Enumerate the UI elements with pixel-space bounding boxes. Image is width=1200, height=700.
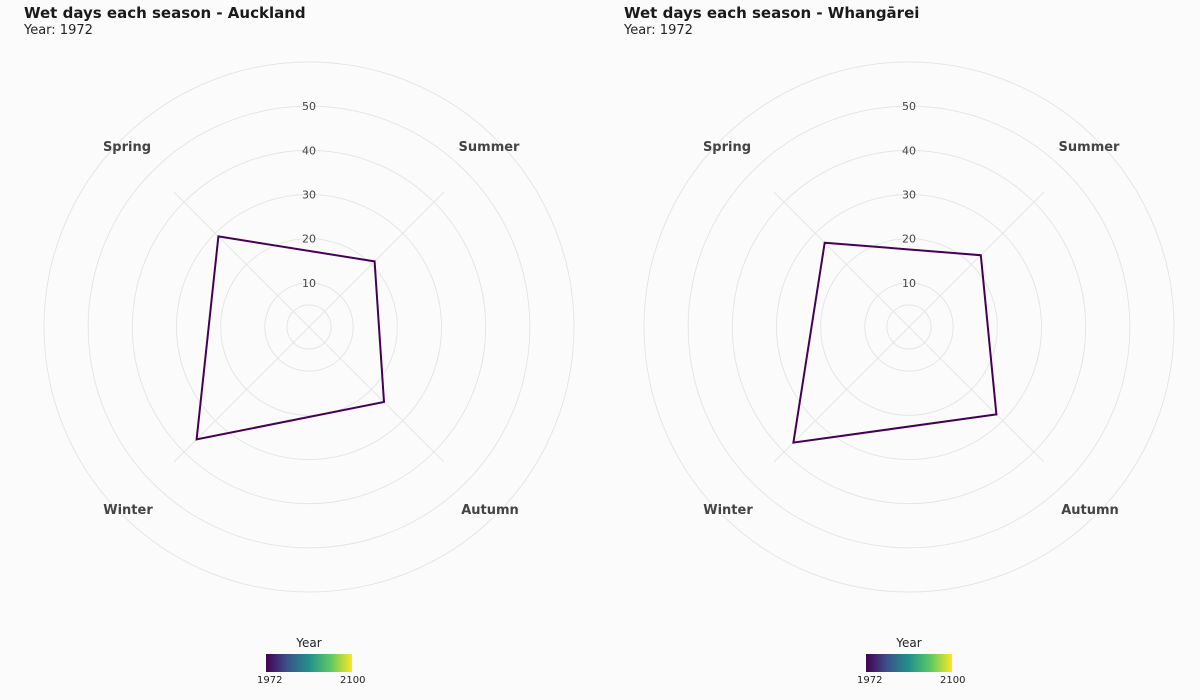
grid-ring [687,105,1131,549]
chart-title: Wet days each season - Auckland [24,4,306,22]
grid-spoke [173,191,310,328]
legend-min-label: 1972 [857,675,883,686]
season-label-summer: Summer [459,140,521,155]
grid-spoke [908,191,1045,328]
legend: Year 1972 2100 [849,636,969,689]
ring-tick-label: 40 [902,144,916,157]
grid-ring [776,194,1042,460]
grid-spoke [308,191,445,328]
legend-max-label: 2100 [340,675,366,686]
season-label-spring: Spring [703,140,751,155]
legend-min-label: 1972 [257,675,283,686]
legend-color-bar [866,654,952,672]
season-label-winter: Winter [703,503,753,518]
season-label-autumn: Autumn [461,503,519,518]
chart-subtitle: Year: 1972 [24,23,93,38]
legend-title: Year [296,636,322,650]
radar-chart: 10 20 30 40 50 Spring Summer Autumn Winter [643,61,1175,593]
legend-ticks: 1972 2100 [249,675,369,689]
season-label-summer: Summer [1059,140,1121,155]
ring-tick-label: 30 [302,189,316,202]
ring-tick-label: 10 [902,277,916,290]
chart-subtitle: Year: 1972 [624,23,693,38]
grid-ring [87,105,531,549]
grid-ring [131,149,487,505]
legend: Year 1972 2100 [249,636,369,689]
season-label-winter: Winter [103,503,153,518]
grid-ring [264,282,354,372]
chart-panel-whangarei: 10 20 30 40 50 Spring Summer Autumn Winter Wet d… [600,0,1200,700]
grid-ring [220,238,398,416]
grid-ring [176,194,442,460]
grid-ring [43,61,575,593]
grid-spoke [908,326,1045,463]
legend-color-bar [266,654,352,672]
ring-tick-label: 20 [302,233,316,246]
season-label-spring: Spring [103,140,151,155]
grid-spoke [773,191,910,328]
grid-spoke [173,326,310,463]
legend-ticks: 1972 2100 [849,675,969,689]
grid-ring [886,304,932,350]
ring-tick-label: 20 [902,233,916,246]
chart-panel-auckland: 10 20 30 40 50 Spring Summer Autumn Winter Wet d… [24,4,575,689]
ring-tick-label: 10 [302,277,316,290]
legend-max-label: 2100 [940,675,966,686]
grid-ring [286,304,332,350]
legend-title: Year [896,636,922,650]
grid-ring [864,282,954,372]
season-label-autumn: Autumn [1061,503,1119,518]
series-line [195,235,386,441]
grid-ring [643,61,1175,593]
ring-tick-label: 50 [302,100,316,113]
ring-tick-label: 40 [302,144,316,157]
radar-chart: 10 20 30 40 50 Spring Summer Autumn Winter [43,61,575,593]
grid-spoke [773,326,910,463]
grid-ring [820,238,998,416]
chart-title: Wet days each season - Whangārei [624,4,920,22]
ring-tick-label: 30 [902,189,916,202]
grid-spoke [308,326,445,463]
ring-tick-label: 50 [902,100,916,113]
series-line [792,241,998,444]
grid-ring [731,149,1087,505]
